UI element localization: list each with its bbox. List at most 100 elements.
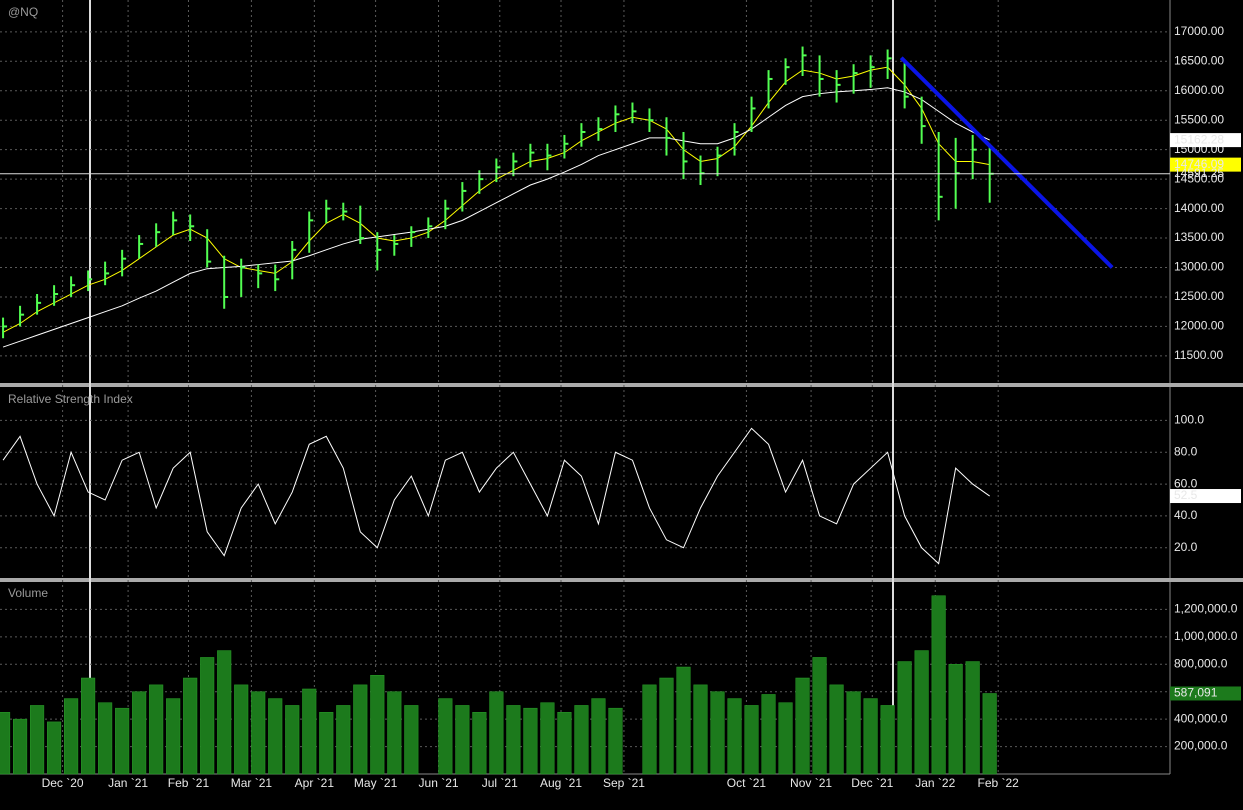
volume-bar — [81, 677, 96, 775]
y-tick-label: 16000.00 — [1174, 83, 1224, 97]
volume-bar — [710, 691, 725, 775]
volume-bar — [285, 705, 300, 775]
y-tick-label: 16500.00 — [1174, 53, 1224, 67]
volume-bar — [217, 650, 232, 775]
volume-bar — [982, 693, 997, 775]
volume-bar — [387, 691, 402, 775]
volume-bar — [676, 666, 691, 775]
volume-bar — [574, 705, 589, 775]
mark-layer — [0, 46, 1170, 775]
volume-bar — [472, 712, 487, 775]
y-tick-label: 100.0 — [1174, 413, 1204, 427]
last-value-label-box — [1170, 157, 1241, 172]
pane-title: @NQ — [8, 5, 38, 19]
last-value-label: 14746.09 — [1174, 157, 1224, 171]
last-value-label-box — [1170, 133, 1241, 148]
volume-bar — [0, 712, 11, 775]
volume-bar — [557, 712, 572, 775]
x-tick-label: Sep `21 — [603, 776, 645, 790]
volume-bar — [353, 684, 368, 775]
volume-bar — [608, 707, 623, 775]
y-tick-label: 13500.00 — [1174, 230, 1224, 244]
y-tick-label: 60.0 — [1174, 476, 1198, 490]
volume-bar — [863, 698, 878, 775]
volume-bar — [251, 691, 266, 775]
volume-bar — [455, 705, 470, 775]
volume-bar — [30, 705, 45, 775]
x-tick-label: Jan `21 — [108, 776, 148, 790]
volume-bar — [234, 684, 249, 775]
last-value-label: 52.5 — [1174, 488, 1198, 502]
y-tick-label: 11500.00 — [1174, 348, 1223, 362]
volume-bar — [302, 688, 317, 775]
x-tick-label: Apr `21 — [295, 776, 335, 790]
volume-bar — [47, 721, 62, 775]
y-tick-label: 14000.00 — [1174, 201, 1224, 215]
volume-bar — [64, 698, 79, 775]
last-value-label: 587,091 — [1174, 686, 1218, 700]
moving-average — [2, 87, 990, 348]
y-tick-label: 15500.00 — [1174, 112, 1224, 126]
x-tick-label: Jul `21 — [482, 776, 518, 790]
volume-bar — [744, 705, 759, 775]
x-tick-label: Feb `21 — [168, 776, 210, 790]
volume-bar — [149, 684, 164, 775]
y-tick-label: 800,000.0 — [1174, 656, 1228, 670]
volume-bar — [336, 705, 351, 775]
volume-bar — [659, 677, 674, 775]
pane-separator — [0, 383, 1243, 387]
trendline — [899, 56, 1114, 269]
rsi-line — [2, 427, 990, 565]
volume-bar — [642, 684, 657, 775]
y-tick-label: 1,200,000.0 — [1174, 602, 1238, 616]
volume-bar — [13, 718, 28, 775]
volume-bar — [132, 691, 147, 775]
volume-bar — [795, 677, 810, 775]
volume-bar — [489, 691, 504, 775]
volume-bar — [829, 684, 844, 775]
volume-bar — [540, 702, 555, 775]
volume-bar — [319, 712, 334, 775]
volume-bar — [880, 705, 895, 775]
volume-bar — [897, 661, 912, 775]
volume-bar — [200, 657, 215, 775]
last-price-label: 14591.25 — [1174, 166, 1224, 180]
volume-bar — [846, 691, 861, 775]
x-tick-label: Feb `22 — [978, 776, 1020, 790]
y-tick-label: 17000.00 — [1174, 24, 1224, 38]
volume-bar — [812, 657, 827, 775]
last-value-label-box — [1170, 489, 1241, 504]
y-tick-label: 1,000,000.0 — [1174, 629, 1238, 643]
x-tick-label: Jun `21 — [419, 776, 459, 790]
volume-bar — [370, 675, 385, 775]
label-layer: Dec `20 Jan `21 Feb `21 Mar `21 Apr `21 May `… — [42, 24, 1241, 790]
volume-bar — [268, 698, 283, 775]
pane-separator — [0, 578, 1243, 582]
y-tick-label: 14500.00 — [1174, 171, 1224, 185]
volume-bar — [506, 705, 521, 775]
y-tick-label: 12500.00 — [1174, 289, 1224, 303]
x-tick-label: Jan `22 — [915, 776, 955, 790]
x-tick-label: Dec `21 — [851, 776, 893, 790]
pane-title: Relative Strength Index — [8, 392, 133, 406]
y-tick-label: 400,000.0 — [1174, 711, 1228, 725]
volume-bar — [404, 705, 419, 775]
volume-bar — [727, 698, 742, 775]
x-tick-label: May `21 — [354, 776, 398, 790]
pane-title: Volume — [8, 586, 48, 600]
y-tick-label: 13000.00 — [1174, 260, 1224, 274]
y-tick-label: 200,000.0 — [1174, 739, 1228, 753]
volume-bar — [523, 707, 538, 775]
volume-bar — [914, 650, 929, 775]
last-value-label: 15162.28 — [1174, 132, 1224, 146]
volume-bar — [115, 707, 130, 775]
volume-bar — [931, 595, 946, 775]
volume-bar — [166, 698, 181, 775]
volume-bar — [778, 702, 793, 775]
volume-bar — [693, 684, 708, 775]
volume-bar — [965, 661, 980, 775]
volume-bar — [438, 698, 453, 775]
y-tick-label: 12000.00 — [1174, 319, 1224, 333]
last-value-label-box — [1170, 686, 1241, 701]
